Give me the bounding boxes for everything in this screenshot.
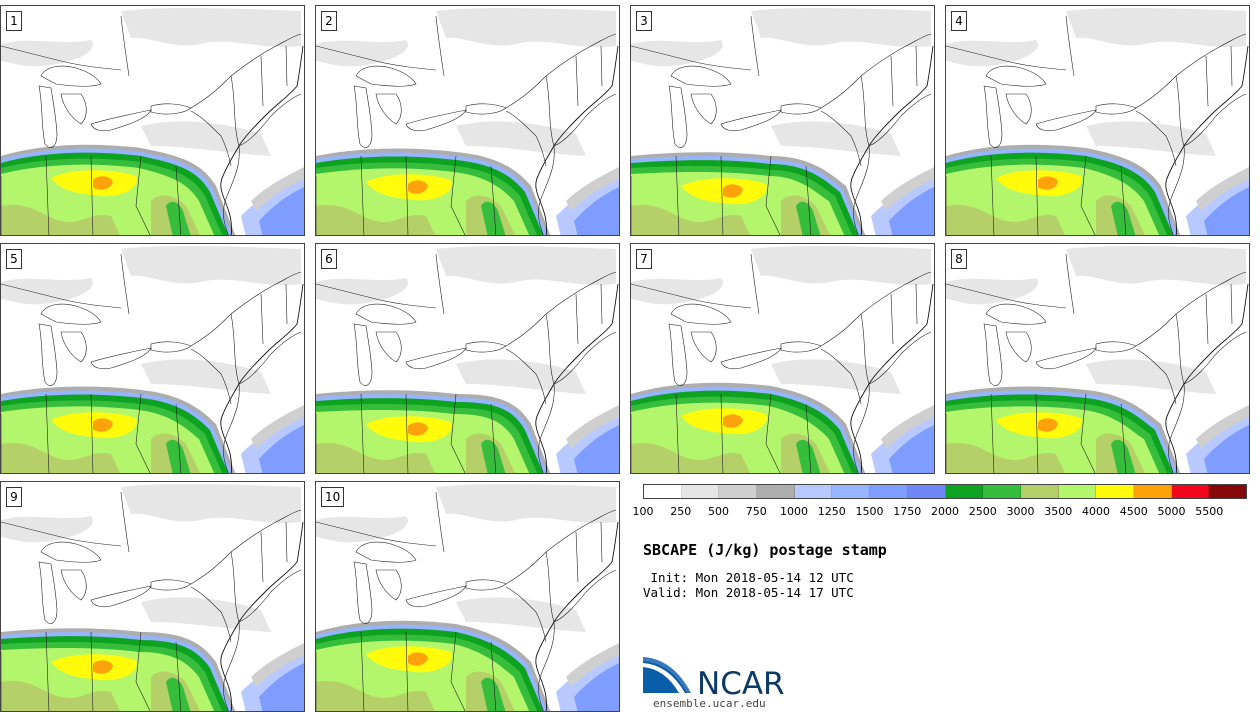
member-number-label: 5 (6, 249, 22, 269)
colorbar-tick-label: 1750 (893, 505, 922, 518)
member-number-label: 6 (321, 249, 337, 269)
colorbar-box-11 (1058, 485, 1097, 498)
ensemble-member-map: 4 (945, 5, 1250, 236)
ensemble-member-map: 9 (0, 481, 305, 712)
member-number-label: 8 (951, 249, 967, 269)
colorbar-box-14 (1171, 485, 1210, 498)
colorbar-box-0 (644, 485, 682, 498)
colorbar-tick-label: 500 (708, 505, 729, 518)
colorbar-tick-label: 1250 (817, 505, 846, 518)
ensemble-member-map: 5 (0, 243, 305, 474)
member-number-label: 4 (951, 11, 967, 31)
colorbar (643, 484, 1247, 499)
colorbar-tick-label: 2000 (931, 505, 959, 518)
colorbar-tick-label: 1000 (780, 505, 808, 518)
colorbar-tick-label: 100 (632, 505, 654, 518)
member-number-label: 3 (636, 11, 652, 31)
ensemble-member-map: 3 (630, 5, 935, 236)
chart-title: SBCAPE (J/kg) postage stamp (643, 541, 887, 559)
colorbar-tick-label: 3500 (1044, 505, 1073, 518)
colorbar-box-10 (1020, 485, 1059, 498)
ensemble-member-map: 6 (315, 243, 620, 474)
ensemble-member-map: 7 (630, 243, 935, 474)
colorbar-tick-label: 750 (745, 505, 767, 518)
colorbar-tick-label: 4000 (1082, 505, 1110, 518)
member-number-label: 1 (6, 11, 22, 31)
colorbar-tick-label: 4500 (1119, 505, 1148, 518)
colorbar-box-13 (1133, 485, 1172, 498)
ensemble-member-map: 8 (945, 243, 1250, 474)
member-number-label: 9 (6, 487, 22, 507)
colorbar-box-5 (832, 485, 871, 498)
colorbar-box-15 (1209, 485, 1246, 498)
colorbar-tick-label: 5000 (1157, 505, 1186, 518)
member-number-label: 10 (321, 487, 345, 507)
member-number-label: 7 (636, 249, 652, 269)
ncar-logo: NCAR (643, 655, 793, 702)
colorbar-box-12 (1096, 485, 1134, 498)
colorbar-box-9 (983, 485, 1021, 498)
logo-url: ensemble.ucar.edu (653, 697, 766, 710)
colorbar-tick-label: 1500 (855, 505, 884, 518)
init-time: Init: Mon 2018-05-14 12 UTC (643, 570, 854, 585)
colorbar-tick-label: 3000 (1006, 505, 1035, 518)
valid-time: Valid: Mon 2018-05-14 17 UTC (643, 585, 854, 600)
colorbar-box-7 (907, 485, 946, 498)
colorbar-tick-label: 2500 (968, 505, 997, 518)
colorbar-box-2 (719, 485, 758, 498)
colorbar-tick-label: 5500 (1195, 505, 1224, 518)
colorbar-box-1 (681, 485, 720, 498)
logo-text: NCAR (697, 666, 785, 697)
colorbar-box-6 (870, 485, 908, 498)
colorbar-box-8 (945, 485, 984, 498)
member-number-label: 2 (321, 11, 337, 31)
colorbar-box-3 (757, 485, 795, 498)
colorbar-tick-label: 250 (670, 505, 692, 518)
ensemble-member-map: 10 (315, 481, 620, 712)
colorbar-box-4 (794, 485, 833, 498)
ensemble-member-map: 2 (315, 5, 620, 236)
ensemble-member-map: 1 (0, 5, 305, 236)
